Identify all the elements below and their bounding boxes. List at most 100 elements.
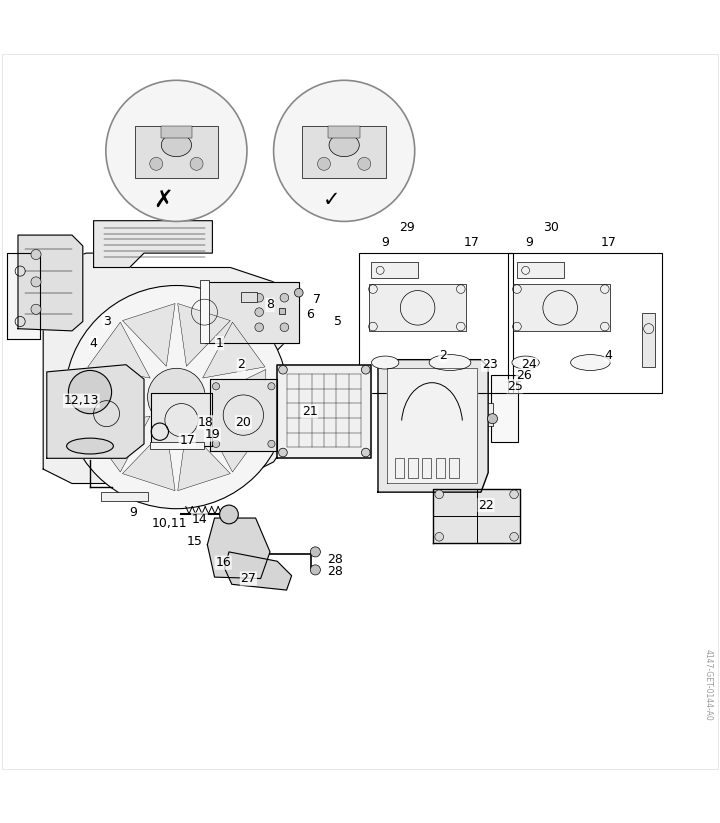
Bar bbox=[371, 263, 418, 278]
Bar bbox=[328, 127, 360, 138]
Bar bbox=[422, 458, 431, 477]
Bar bbox=[279, 308, 285, 314]
Bar bbox=[517, 263, 564, 278]
Bar bbox=[508, 253, 662, 393]
Text: 2: 2 bbox=[439, 349, 446, 362]
Bar bbox=[359, 253, 513, 393]
Polygon shape bbox=[209, 370, 266, 425]
Text: 9: 9 bbox=[382, 236, 389, 249]
Text: 21: 21 bbox=[302, 405, 318, 418]
Circle shape bbox=[361, 365, 370, 374]
Polygon shape bbox=[7, 253, 40, 340]
Polygon shape bbox=[210, 379, 277, 451]
Polygon shape bbox=[87, 370, 144, 425]
Text: 17: 17 bbox=[179, 434, 195, 447]
Circle shape bbox=[148, 369, 205, 425]
Bar bbox=[200, 280, 209, 343]
Text: 2: 2 bbox=[238, 358, 245, 371]
Text: 14: 14 bbox=[192, 513, 207, 526]
Bar bbox=[161, 127, 192, 138]
Circle shape bbox=[268, 440, 275, 448]
Text: 16: 16 bbox=[215, 556, 231, 570]
Bar bbox=[491, 375, 518, 442]
Polygon shape bbox=[88, 416, 150, 472]
Ellipse shape bbox=[66, 438, 114, 454]
Polygon shape bbox=[207, 518, 270, 579]
Text: 9: 9 bbox=[130, 506, 137, 518]
Circle shape bbox=[274, 81, 415, 221]
Text: 25: 25 bbox=[507, 379, 523, 393]
Text: 24: 24 bbox=[521, 358, 537, 371]
Bar bbox=[101, 492, 148, 501]
Polygon shape bbox=[47, 365, 144, 458]
Circle shape bbox=[212, 440, 220, 448]
Text: 10,11: 10,11 bbox=[151, 517, 187, 529]
Bar bbox=[449, 458, 459, 477]
Text: 30: 30 bbox=[543, 221, 559, 235]
Polygon shape bbox=[122, 428, 175, 491]
Bar bbox=[135, 127, 218, 179]
Circle shape bbox=[268, 383, 275, 390]
Bar bbox=[395, 458, 404, 477]
Circle shape bbox=[255, 308, 264, 317]
Text: 27: 27 bbox=[240, 572, 256, 585]
Bar bbox=[513, 284, 610, 331]
Text: 12,13: 12,13 bbox=[63, 394, 99, 407]
Circle shape bbox=[358, 157, 371, 170]
Text: 8: 8 bbox=[266, 299, 274, 311]
Text: 7: 7 bbox=[312, 294, 321, 306]
Bar bbox=[642, 313, 655, 367]
Circle shape bbox=[31, 277, 41, 287]
Ellipse shape bbox=[429, 355, 471, 370]
Circle shape bbox=[212, 383, 220, 390]
Circle shape bbox=[68, 370, 112, 414]
Circle shape bbox=[487, 414, 498, 424]
Circle shape bbox=[31, 249, 41, 259]
Text: 19: 19 bbox=[204, 428, 220, 441]
Bar bbox=[369, 284, 466, 331]
Ellipse shape bbox=[512, 356, 539, 369]
Circle shape bbox=[65, 286, 288, 509]
Text: 1: 1 bbox=[216, 337, 223, 350]
Circle shape bbox=[280, 294, 289, 302]
Circle shape bbox=[31, 305, 41, 314]
Circle shape bbox=[279, 365, 287, 374]
Circle shape bbox=[435, 490, 444, 499]
Bar bbox=[302, 127, 386, 179]
Polygon shape bbox=[18, 235, 83, 331]
Polygon shape bbox=[433, 489, 520, 542]
Text: 5: 5 bbox=[334, 315, 343, 328]
Polygon shape bbox=[378, 360, 488, 492]
Text: 26: 26 bbox=[516, 369, 532, 382]
Circle shape bbox=[510, 532, 518, 541]
Circle shape bbox=[255, 323, 264, 332]
Bar bbox=[436, 458, 445, 477]
Text: 17: 17 bbox=[464, 236, 480, 249]
Text: ✓: ✓ bbox=[323, 190, 340, 210]
Bar bbox=[488, 403, 493, 425]
Circle shape bbox=[510, 490, 518, 499]
Polygon shape bbox=[178, 428, 230, 491]
Text: 4: 4 bbox=[605, 349, 612, 362]
Circle shape bbox=[318, 157, 330, 170]
Bar bbox=[241, 292, 257, 302]
Text: 20: 20 bbox=[235, 416, 251, 429]
Circle shape bbox=[310, 565, 320, 575]
Circle shape bbox=[150, 157, 163, 170]
Ellipse shape bbox=[329, 133, 359, 156]
Bar bbox=[408, 458, 418, 477]
Polygon shape bbox=[205, 282, 299, 343]
Circle shape bbox=[255, 294, 264, 302]
Text: 9: 9 bbox=[526, 236, 533, 249]
Polygon shape bbox=[202, 322, 265, 378]
Polygon shape bbox=[277, 365, 371, 458]
Text: 3: 3 bbox=[103, 315, 110, 328]
Ellipse shape bbox=[161, 133, 192, 156]
Polygon shape bbox=[178, 304, 230, 366]
Polygon shape bbox=[94, 221, 212, 267]
Text: 4: 4 bbox=[90, 337, 97, 350]
Polygon shape bbox=[202, 416, 265, 472]
Polygon shape bbox=[225, 552, 292, 590]
Text: 6: 6 bbox=[306, 308, 313, 321]
Circle shape bbox=[279, 449, 287, 457]
